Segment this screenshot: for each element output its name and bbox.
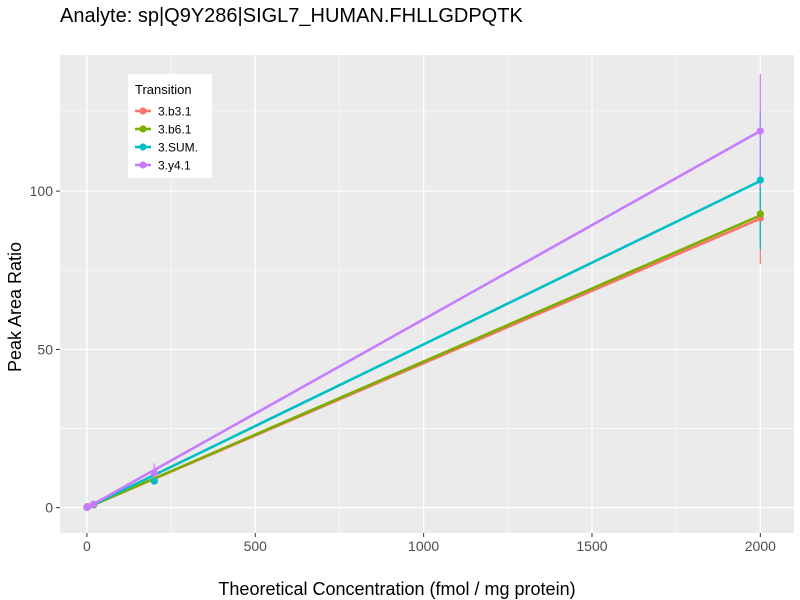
legend-label-3-b3-1: 3.b3.1 [158,105,192,119]
fit-line-3-b6-1 [86,214,761,509]
fit-line-3-y4-1 [86,129,761,509]
point-3-sum [150,477,158,485]
legend: Transition 3.b3.1 3.b6.1 3.SUM. 3.y4.1 [128,74,212,178]
y-tick-label: 0 [45,500,53,516]
y-axis-ticks: 0 50 100 [30,183,60,516]
legend-label-3-sum: 3.SUM. [158,141,198,155]
y-tick-label: 50 [37,341,53,357]
x-axis-title: Theoretical Concentration (fmol / mg pro… [218,579,575,599]
point-3-y4-1 [84,503,92,511]
x-tick-label: 0 [83,538,91,554]
legend-title: Transition [135,82,192,97]
legend-key-point-3-y4-1 [139,161,147,169]
legend-label-3-b6-1: 3.b6.1 [158,123,192,137]
legend-key-point-3-sum [139,143,147,151]
y-tick-label: 100 [30,183,54,199]
point-3-y4-1 [90,500,98,508]
fit-lines [86,129,761,509]
fit-line-3-sum [86,179,761,509]
x-axis-ticks: 0 500 1000 1500 2000 [83,533,776,554]
x-tick-label: 1500 [576,538,607,554]
x-tick-label: 1000 [408,538,439,554]
x-tick-label: 2000 [745,538,776,554]
legend-key-point-3-b3-1 [139,107,147,115]
grid-lines [60,55,794,533]
point-3-y4-1 [150,469,158,477]
point-3-sum [756,176,764,184]
y-axis-title: Peak Area Ratio [5,242,25,372]
legend-label-3-y4-1: 3.y4.1 [158,159,191,173]
point-3-y4-1 [756,127,764,135]
point-3-b6-1 [756,210,764,218]
legend-items: 3.b3.1 3.b6.1 3.SUM. 3.y4.1 [135,105,198,173]
x-tick-label: 500 [244,538,268,554]
data-points [83,127,764,511]
legend-key-point-3-b6-1 [139,125,147,133]
chart-title: Analyte: sp|Q9Y286|SIGL7_HUMAN.FHLLGDPQT… [60,5,523,27]
